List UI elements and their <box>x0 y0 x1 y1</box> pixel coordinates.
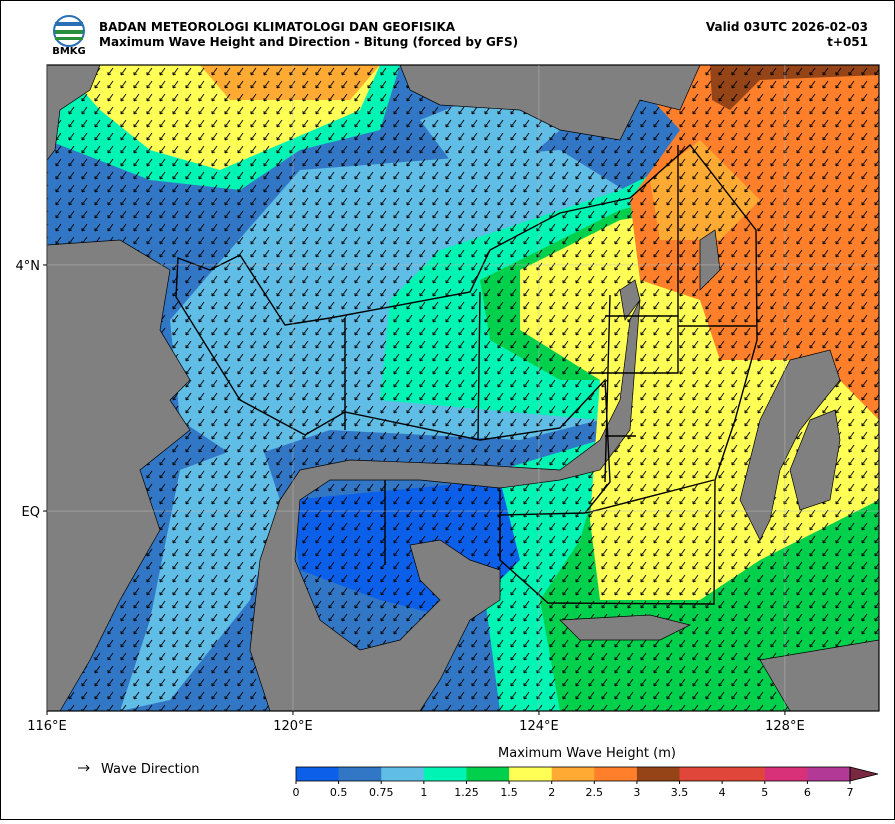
y-tick-label: EQ <box>22 505 40 520</box>
colorbar-segment <box>636 767 681 781</box>
colorbar-segment <box>338 767 382 781</box>
colorbar-segment <box>423 767 467 781</box>
valid-time: Valid 03UTC 2026-02-03 <box>706 20 868 34</box>
colorbar-tick-label: 7 <box>847 786 854 799</box>
colorbar-segment <box>381 767 425 781</box>
x-tick-label: 116°E <box>27 719 67 734</box>
colorbar-segment <box>679 767 723 781</box>
colorbar-tick-label: 1.25 <box>454 786 479 799</box>
colorbar-segment <box>807 767 851 781</box>
x-tick-label: 128°E <box>765 719 805 734</box>
colorbar-segment <box>764 767 808 781</box>
colorbar-segment <box>722 767 766 781</box>
axes: 116°E 120°E 124°E 128°E 4°N EQ <box>16 65 879 734</box>
colorbar-frame <box>295 766 851 782</box>
colorbar-title: Maximum Wave Height (m) <box>498 746 676 761</box>
colorbar-tick-label: 4 <box>719 786 726 799</box>
legend-arrow-head <box>85 764 90 772</box>
colorbar-segment <box>296 767 340 781</box>
colorbar-tick-label: 3 <box>633 786 640 799</box>
legend-label: Wave Direction <box>101 762 200 777</box>
colorbar-tick-label: 0.75 <box>369 786 394 799</box>
colorbar-tick-label: 0.5 <box>330 786 348 799</box>
colorbar-segment <box>509 767 553 781</box>
colorbar-tick-label: 2.5 <box>586 786 604 799</box>
colorbar-segment <box>594 767 638 781</box>
agency: BADAN METEOROLOGI KLIMATOLOGI DAN GEOFIS… <box>99 20 456 34</box>
colorbar: 0 0.5 0.75 1 1.25 1.5 2 2.5 3 3.5 4 5 6 7 <box>293 766 879 799</box>
title: Maximum Wave Height and Direction - Bitu… <box>99 35 518 49</box>
colorbar-tick-label: 2 <box>548 786 555 799</box>
colorbar-tick-label: 3.5 <box>671 786 689 799</box>
colorbar-tick-label: 0 <box>293 786 300 799</box>
colorbar-tick-label: 6 <box>804 786 811 799</box>
logo <box>53 15 85 47</box>
colorbar-segment <box>466 767 510 781</box>
y-tick-label: 4°N <box>16 259 41 274</box>
map <box>47 65 879 711</box>
lead-time: t+051 <box>827 35 868 49</box>
x-tick-label: 124°E <box>519 719 559 734</box>
colorbar-tick-label: 1 <box>420 786 427 799</box>
colorbar-segment <box>551 767 595 781</box>
colorbar-tick-label: 5 <box>761 786 768 799</box>
x-tick-label: 120°E <box>273 719 313 734</box>
logo-text: BMKG <box>52 46 86 57</box>
colorbar-tick-label: 1.5 <box>500 786 518 799</box>
